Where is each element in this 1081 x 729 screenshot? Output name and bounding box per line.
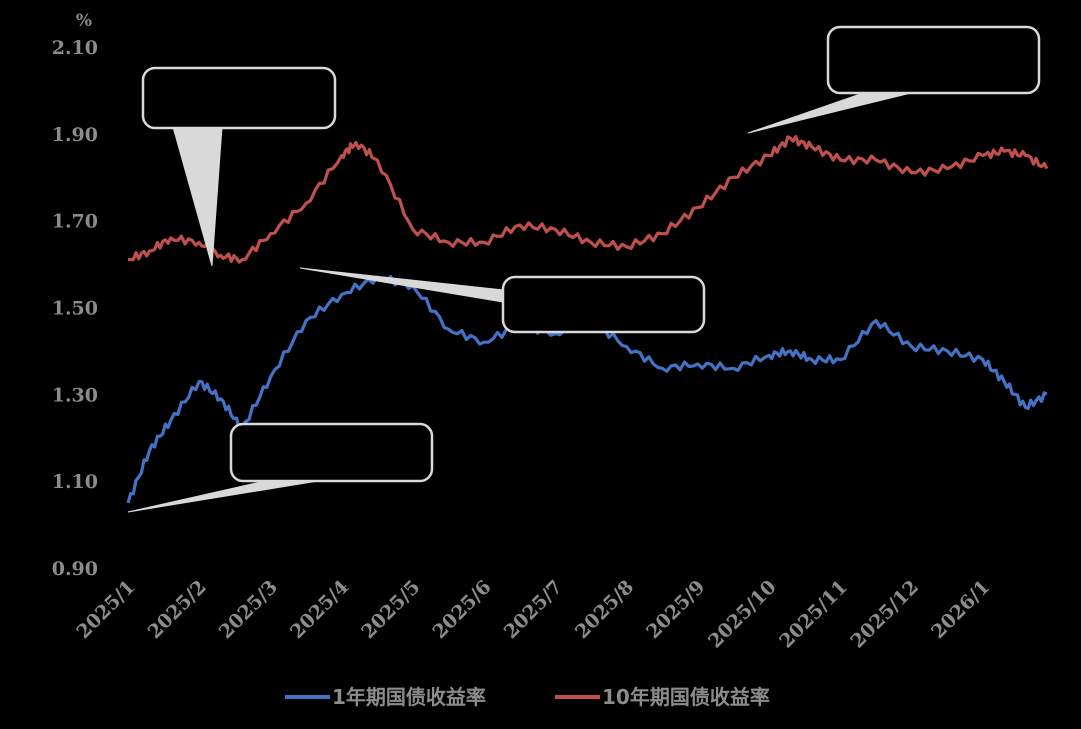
y-tick-label: 2.10 [52,37,98,59]
legend: 1年期国债收益率 10年期国债收益率 [285,685,770,709]
x-tick-label: 2025/1 [72,576,139,643]
callout-box [141,66,337,130]
y-tick-label: 1.50 [52,298,98,320]
y-tick-label: 1.30 [52,384,98,406]
y-axis: % 2.10 1.90 1.70 1.50 1.30 1.10 0.90 [52,11,98,580]
callout-box [826,25,1041,95]
y-unit-label: % [76,11,92,31]
x-tick-label: 2025/9 [642,576,709,643]
x-tick-label: 2025/11 [775,576,852,653]
x-tick-label: 2025/4 [286,576,353,643]
y-tick-label: 1.70 [52,211,98,233]
legend-label-10y: 10年期国债收益率 [602,685,770,709]
x-tick-label: 2025/7 [500,576,567,643]
y-tick-label: 0.90 [52,558,98,580]
x-tick-label: 2025/3 [215,576,282,643]
y-tick-label: 1.10 [52,471,98,493]
callout-box [501,275,706,334]
x-tick-label: 2025/12 [847,576,924,653]
x-tick-label: 2025/6 [428,576,495,643]
callout-pointer [127,480,319,513]
y-tick-label: 1.90 [52,124,98,146]
series-line-1 [127,135,1049,264]
callout-box [229,422,434,483]
callout-pointer [747,91,916,134]
x-tick-label: 2026/1 [927,576,994,643]
legend-label-1y: 1年期国债收益率 [332,685,486,709]
x-tick-label: 2025/10 [704,576,781,653]
x-tick-label: 2025/2 [144,576,211,643]
callout-pointer [299,267,504,303]
x-tick-label: 2025/8 [571,576,638,643]
callout-layer [127,25,1041,513]
x-tick-label: 2025/5 [357,576,424,643]
x-axis: 2025/1 2025/2 2025/3 2025/4 2025/5 2025/6 2025… [72,576,994,653]
